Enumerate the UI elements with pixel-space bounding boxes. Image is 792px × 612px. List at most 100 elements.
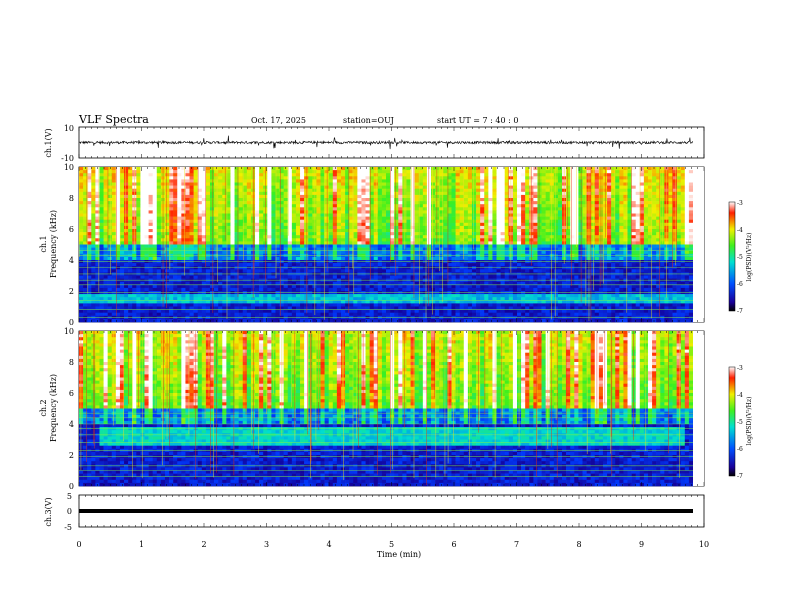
spectrogram-cell (361, 170, 366, 174)
spectrogram-cell (140, 201, 145, 205)
spectrogram-cell (684, 247, 690, 251)
spectrogram-cell (578, 179, 583, 183)
spectrogram-cell (627, 216, 632, 220)
spectrogram-cell (615, 207, 620, 211)
spectrogram-cell (205, 222, 211, 227)
spectrogram-cell (304, 241, 309, 245)
spectrogram-cell (447, 235, 452, 239)
spectrogram-cell (234, 194, 239, 199)
spectrogram-cell (643, 167, 649, 171)
spectrogram-cell (410, 210, 415, 214)
spectrogram-cell (230, 238, 235, 242)
spectrogram-cell (590, 207, 596, 211)
spectrogram-cell (426, 247, 432, 251)
spectrogram-cell (398, 241, 403, 245)
spectrogram-cell (156, 229, 162, 233)
spectrogram-cell (394, 250, 399, 255)
spectrogram-cell (177, 225, 182, 230)
spectrogram-cell (189, 241, 194, 245)
spectrogram-cell (451, 191, 456, 196)
spectrogram-cell (349, 238, 354, 242)
spectrogram-cell (500, 216, 505, 220)
spectrogram-cell (79, 232, 84, 236)
spectrogram-cell (418, 194, 424, 199)
spectrogram-cell (504, 238, 510, 242)
spectrogram-cell (205, 269, 211, 273)
spectrogram-cell (643, 235, 649, 239)
spectrogram-cell (238, 256, 244, 261)
spectrogram-cell (619, 204, 624, 208)
spectrogram-cell (431, 244, 436, 248)
spectrogram-cell (578, 191, 583, 196)
spectrogram-cell (615, 235, 620, 239)
spectrogram-cell (627, 179, 632, 183)
spectrogram-cell (373, 241, 379, 245)
spectrogram-cell (324, 167, 329, 171)
spectrogram-cell (119, 232, 125, 236)
spectrogram-cell (598, 222, 604, 227)
spectrogram-cell (222, 194, 227, 199)
spectrogram-cell (672, 198, 677, 202)
spectrogram-cell (521, 170, 526, 174)
spectrogram-cell (222, 179, 227, 183)
spectrogram-cell (308, 219, 313, 224)
spectrogram-cell (463, 179, 469, 183)
spectrogram-cell (246, 256, 252, 261)
spectrogram-cell (435, 219, 440, 224)
spectrogram-cell (414, 244, 420, 248)
spectrogram-cell (611, 167, 616, 171)
spectrogram-cell (279, 244, 284, 248)
spectrogram-cell (476, 188, 481, 193)
spectrogram-cell (688, 194, 694, 199)
spectrogram-cell (181, 238, 186, 242)
spectrogram-cell (463, 201, 469, 205)
spectrogram-cell (189, 170, 194, 174)
spectrogram-cell (177, 201, 182, 205)
spectrogram-cell (652, 216, 657, 220)
spectrogram-cell (316, 176, 321, 180)
spectrogram-cell (643, 263, 649, 267)
spectrogram-cell (435, 179, 440, 183)
spectrogram-cell (320, 225, 325, 230)
spectrogram-cell (320, 204, 325, 208)
spectrogram-cell (295, 238, 301, 242)
spectrogram-cell (255, 247, 260, 251)
spectrogram-cell (193, 194, 198, 199)
spectrogram-cell (267, 238, 272, 242)
spectrogram-cell (394, 263, 399, 267)
spectrogram-cell (680, 263, 686, 267)
spectrogram-cell (611, 188, 616, 193)
spectrogram-cell (652, 250, 657, 255)
spectrogram-cell (435, 176, 440, 180)
spectrogram-cell (516, 235, 522, 239)
spectrogram-cell (148, 194, 153, 199)
spectrogram-cell (332, 250, 338, 255)
spectrogram-cell (205, 210, 211, 214)
spectrogram-cell (631, 210, 636, 214)
spectrogram-cell (418, 210, 424, 214)
spectrogram-cell (226, 179, 231, 183)
spectrogram-cell (557, 204, 563, 208)
spectrogram-cell (279, 263, 284, 267)
spectrogram-cell (647, 232, 653, 236)
spectrogram-cell (230, 216, 235, 220)
spectrogram-cell (455, 213, 460, 217)
spectrogram-cell (222, 232, 227, 236)
spectrogram-cell (259, 238, 264, 242)
spectrogram-cell (234, 222, 239, 227)
spectrogram-cell (230, 170, 235, 174)
spectrogram-cell (635, 235, 641, 239)
spectrogram-cell (386, 229, 391, 233)
spectrogram-cell (451, 222, 456, 227)
spectrogram-cell (230, 185, 235, 189)
spectrogram-cell (144, 247, 149, 251)
spectrogram-cell (177, 179, 182, 183)
spectrogram-cell (557, 185, 563, 189)
spectrogram-cell (279, 225, 284, 230)
spectrogram-cell (291, 204, 297, 208)
spectrogram-cell (422, 229, 428, 233)
spectrogram-cell (488, 247, 493, 251)
spectrogram-cell (471, 179, 477, 183)
spectrogram-cell (177, 173, 182, 177)
spectrogram-cell (267, 173, 272, 177)
